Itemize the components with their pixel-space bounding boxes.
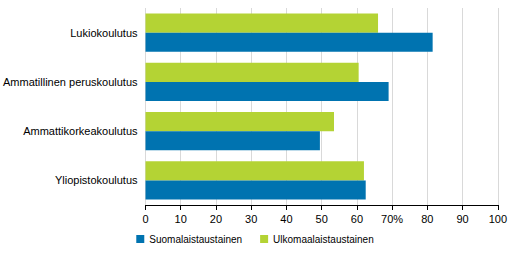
svg-text:Ulkomaalaistaustainen: Ulkomaalaistaustainen — [273, 234, 374, 245]
svg-text:100: 100 — [489, 213, 507, 225]
svg-text:0: 0 — [142, 213, 148, 225]
svg-text:50: 50 — [316, 213, 328, 225]
svg-text:20: 20 — [210, 213, 222, 225]
svg-text:Ammattikorkeakoulutus: Ammattikorkeakoulutus — [23, 125, 138, 137]
svg-text:40: 40 — [280, 213, 292, 225]
svg-text:90: 90 — [456, 213, 468, 225]
svg-text:10: 10 — [175, 213, 187, 225]
svg-text:80: 80 — [421, 213, 433, 225]
svg-text:30: 30 — [245, 213, 257, 225]
svg-text:70%: 70% — [381, 213, 403, 225]
svg-text:Suomalaistaustainen: Suomalaistaustainen — [149, 234, 242, 245]
svg-text:Ammatillinen peruskoulutus: Ammatillinen peruskoulutus — [3, 76, 138, 88]
svg-text:Lukiokoulutus: Lukiokoulutus — [70, 27, 138, 39]
svg-text:60: 60 — [351, 213, 363, 225]
svg-text:Yliopistokoulutus: Yliopistokoulutus — [55, 174, 138, 186]
